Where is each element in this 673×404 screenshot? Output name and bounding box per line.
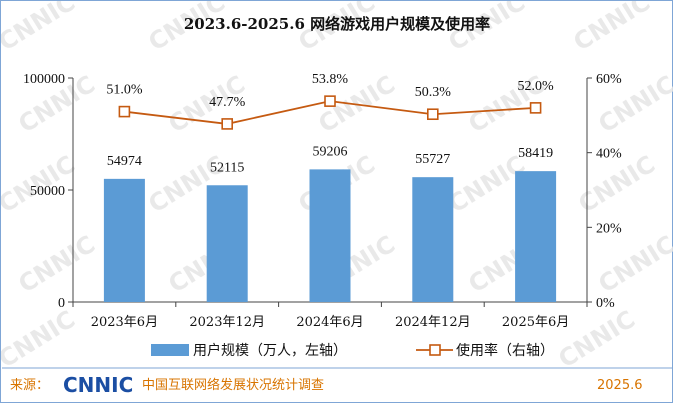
user-scale-bar bbox=[412, 177, 454, 302]
user-scale-bar bbox=[103, 178, 145, 302]
legend-bar-swatch bbox=[151, 344, 189, 356]
line-value-label: 50.3% bbox=[415, 85, 452, 100]
legend-bar-label: 用户规模（万人，左轴） bbox=[193, 342, 347, 359]
x-tick-label: 2024年12月 bbox=[395, 315, 471, 330]
org-name: 中国互联网络发展状况统计调查 bbox=[142, 377, 324, 393]
left-tick-label: 100000 bbox=[23, 72, 65, 87]
line-value-label: 53.8% bbox=[312, 72, 349, 87]
usage-rate-marker bbox=[426, 108, 439, 121]
usage-rate-marker bbox=[221, 118, 233, 130]
bar-value-label: 59206 bbox=[313, 144, 348, 159]
watermark-text: CNNIC bbox=[569, 1, 655, 56]
user-scale-bar bbox=[206, 185, 248, 302]
source-label: 来源： bbox=[10, 378, 49, 393]
left-tick-label: 50000 bbox=[30, 184, 65, 199]
footer: 来源： CNNIC 中国互联网络发展状况统计调查 2025.6 bbox=[2, 367, 673, 397]
right-tick-label: 20% bbox=[596, 221, 622, 236]
watermark-text: CNNIC bbox=[1, 1, 80, 56]
bar-value-label: 55727 bbox=[415, 152, 450, 167]
usage-rate-marker bbox=[118, 105, 131, 118]
x-tick-label: 2025年6月 bbox=[502, 315, 569, 330]
axes: 0 50000 100000 0% 20% 40% 60% 2023年6月 2023年12月 20… bbox=[23, 72, 622, 330]
cnnic-logo: CNNIC bbox=[63, 373, 133, 397]
watermark-text: CNNIC bbox=[14, 230, 100, 298]
bars bbox=[103, 169, 557, 302]
usage-rate-line bbox=[118, 95, 542, 130]
right-tick-label: 40% bbox=[596, 147, 622, 162]
x-tick-label: 2024年6月 bbox=[296, 315, 363, 330]
usage-rate-marker bbox=[529, 102, 542, 114]
line-value-label: 47.7% bbox=[209, 95, 246, 110]
x-tick-label: 2023年12月 bbox=[189, 315, 265, 330]
usage-rate-marker bbox=[324, 95, 336, 107]
x-tick-label: 2023年6月 bbox=[91, 315, 158, 330]
right-tick-label: 60% bbox=[596, 72, 622, 87]
right-tick-label: 0% bbox=[596, 296, 615, 311]
line-value-label: 52.0% bbox=[518, 79, 555, 94]
user-scale-bar bbox=[515, 171, 557, 302]
user-scale-bar bbox=[309, 169, 351, 302]
watermark-text: CNNIC bbox=[1, 305, 80, 373]
bar-value-label: 52115 bbox=[210, 160, 244, 175]
watermark-text: CNNIC bbox=[594, 230, 673, 298]
bar-value-label: 58419 bbox=[518, 146, 553, 161]
data-labels: 54974 52115 59206 55727 58419 51.0% 47.7% 53.8%… bbox=[106, 72, 554, 175]
line-value-label: 51.0% bbox=[106, 83, 143, 98]
legend: 用户规模（万人，左轴） 使用率（右轴） bbox=[151, 342, 554, 359]
bar-value-label: 54974 bbox=[107, 154, 142, 169]
legend-line-label: 使用率（右轴） bbox=[456, 342, 554, 359]
report-date: 2025.6 bbox=[597, 378, 643, 393]
legend-line-marker bbox=[429, 344, 441, 356]
chart-title: 2023.6-2025.6 网络游戏用户规模及使用率 bbox=[184, 15, 490, 33]
left-tick-label: 0 bbox=[58, 296, 65, 311]
